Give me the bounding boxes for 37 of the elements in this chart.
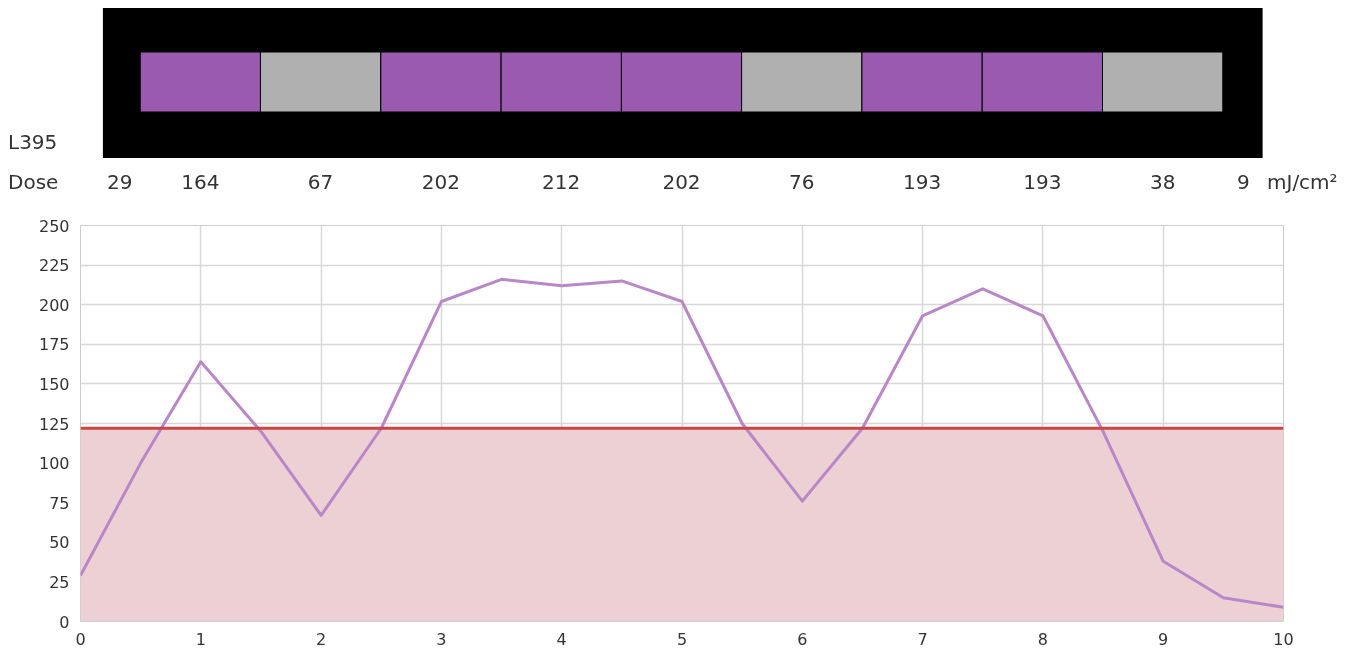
text: 67 [307,169,334,196]
y-tick-label: 175 [38,335,70,355]
text: 193 [1023,169,1062,196]
x-tick-label: 7 [917,629,928,649]
x-tick-label: 0 [75,629,86,649]
x-tick-label: 4 [556,629,567,649]
text: 202 [421,169,460,196]
x-tick-label: 9 [1158,629,1169,649]
text: 9 [1236,169,1250,196]
text: 29 [106,169,133,196]
x-tick-label: 2 [316,629,327,649]
y-tick-label: 150 [38,374,70,394]
text: 38 [1149,169,1176,196]
text: 164 [181,169,220,196]
text: Dose [8,169,59,196]
text: mJ/cm² [1267,169,1338,196]
y-tick-label: 225 [38,256,70,276]
y-tick-label: 25 [49,572,70,592]
text: L395 [8,129,58,156]
text: 202 [662,169,701,196]
x-tick-label: 3 [436,629,447,649]
text: 76 [789,169,815,196]
y-tick-label: 50 [49,533,70,553]
y-tick-label: 125 [38,414,70,434]
y-tick-label: 250 [38,216,70,236]
x-tick-label: 8 [1037,629,1048,649]
line-series [80,277,1284,609]
text: 212 [542,169,581,196]
text: 193 [903,169,942,196]
y-tick-label: 100 [38,454,70,474]
x-tick-label: 10 [1273,629,1294,649]
y-tick-label: 200 [38,295,70,315]
y-tick-label: 75 [49,493,70,513]
x-tick-label: 6 [797,629,808,649]
y-tick-label: 0 [59,612,70,632]
x-tick-label: 5 [676,629,688,649]
x-tick-label: 1 [195,629,206,649]
